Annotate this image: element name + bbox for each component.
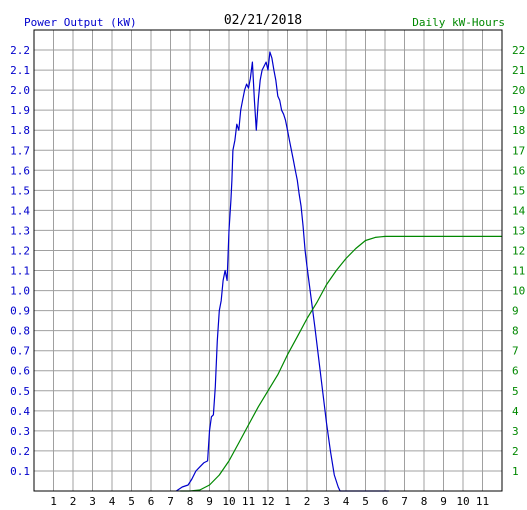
right-tick-label: 13 [512, 224, 525, 237]
x-tick-label: 9 [206, 495, 213, 508]
left-tick-label: 1.5 [10, 184, 30, 197]
daily-kwh-series-line [180, 235, 502, 492]
left-tick-label: 0.5 [10, 385, 30, 398]
left-tick-label: 1.2 [10, 244, 30, 257]
x-tick-label: 1 [284, 495, 291, 508]
left-tick-label: 2.0 [10, 84, 30, 97]
x-tick-label: 11 [476, 495, 489, 508]
x-tick-label: 2 [70, 495, 77, 508]
left-tick-label: 0.1 [10, 465, 30, 478]
left-tick-labels: 0.1 0.2 0.3 0.4 0.5 0.6 0.7 0.8 0.9 1.0 1.1 1.2 1.3 1… [10, 44, 30, 478]
right-tick-label: 2 [512, 445, 519, 458]
left-tick-label: 0.2 [10, 445, 30, 458]
x-tick-label: 6 [148, 495, 155, 508]
x-tick-label: 11 [242, 495, 255, 508]
right-tick-label: 7 [512, 345, 519, 358]
left-tick-label: 1.3 [10, 224, 30, 237]
x-tick-label: 10 [222, 495, 235, 508]
plot-frame [33, 29, 503, 492]
right-tick-label: 19 [512, 104, 525, 117]
right-tick-label: 17 [512, 144, 525, 157]
x-tick-label: 5 [362, 495, 369, 508]
x-tick-label: 9 [440, 495, 447, 508]
right-tick-label: 5 [512, 385, 519, 398]
x-tick-label: 5 [128, 495, 135, 508]
right-tick-label: 22 [512, 44, 525, 57]
grid [34, 30, 502, 491]
right-tick-label: 9 [512, 305, 519, 318]
left-tick-label: 1.7 [10, 144, 30, 157]
chart-title: 02/21/2018 [224, 13, 302, 28]
x-tick-label: 7 [167, 495, 174, 508]
right-tick-label: 6 [512, 365, 519, 378]
left-tick-label: 0.3 [10, 425, 30, 438]
left-tick-label: 0.4 [10, 405, 30, 418]
right-tick-label: 3 [512, 425, 519, 438]
left-tick-label: 1.1 [10, 265, 30, 278]
right-tick-label: 18 [512, 124, 525, 137]
right-tick-label: 10 [512, 285, 525, 298]
x-tick-labels: 1 2 3 4 5 6 7 8 9 10 11 12 1 2 3 4 5 6 7 8 9 10 11 [50, 495, 489, 508]
right-tick-label: 11 [512, 265, 525, 278]
left-axis-label: Power Output (kW) [24, 16, 137, 29]
right-tick-label: 8 [512, 325, 519, 338]
left-tick-label: 0.9 [10, 305, 30, 318]
right-tick-label: 4 [512, 405, 519, 418]
left-tick-label: 1.6 [10, 164, 30, 177]
x-tick-label: 12 [261, 495, 274, 508]
left-tick-label: 0.8 [10, 325, 30, 338]
right-axis-label: Daily kW-Hours [412, 16, 505, 29]
left-tick-label: 1.8 [10, 124, 30, 137]
right-tick-label: 21 [512, 64, 525, 77]
left-tick-label: 2.2 [10, 44, 30, 57]
x-tick-label: 3 [323, 495, 330, 508]
right-tick-label: 15 [512, 184, 525, 197]
right-tick-label: 12 [512, 244, 525, 257]
x-tick-label: 10 [456, 495, 469, 508]
x-tick-label: 4 [109, 495, 116, 508]
right-tick-label: 20 [512, 84, 525, 97]
x-tick-label: 8 [187, 495, 194, 508]
left-tick-label: 1.4 [10, 204, 30, 217]
left-tick-label: 1.9 [10, 104, 30, 117]
left-tick-label: 0.6 [10, 365, 30, 378]
x-tick-label: 2 [304, 495, 311, 508]
x-tick-label: 7 [401, 495, 408, 508]
x-tick-label: 3 [89, 495, 96, 508]
x-tick-label: 8 [421, 495, 428, 508]
right-tick-label: 1 [512, 465, 519, 478]
right-tick-label: 16 [512, 164, 525, 177]
right-tick-label: 14 [512, 204, 526, 217]
x-tick-label: 1 [50, 495, 57, 508]
left-tick-label: 2.1 [10, 64, 30, 77]
left-tick-label: 1.0 [10, 285, 30, 298]
x-tick-label: 6 [382, 495, 389, 508]
left-tick-label: 0.7 [10, 345, 30, 358]
x-tick-label: 4 [343, 495, 350, 508]
